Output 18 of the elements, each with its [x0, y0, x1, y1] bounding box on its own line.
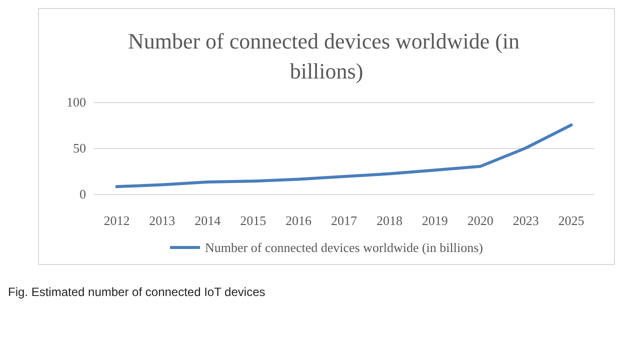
x-tick-label: 2023	[512, 213, 539, 228]
x-tick-label: 2019	[422, 213, 448, 228]
y-tick-label: 100	[66, 94, 86, 110]
y-tick-label: 50	[73, 140, 86, 156]
x-tick-label: 2020	[467, 213, 494, 228]
line-series	[115, 124, 573, 188]
x-tick-label: 2012	[104, 213, 130, 228]
x-tick-label: 2018	[376, 213, 402, 228]
text: Fig. Estimated number of connected IoT devices	[8, 285, 266, 299]
x-tick-label: 2016	[286, 213, 312, 228]
chart-title: Number of connected devices worldwide (in billions)	[128, 28, 526, 84]
x-tick-label: 2025	[558, 213, 584, 228]
y-tick-label: 0	[80, 186, 86, 202]
legend-label: Number of connected devices worldwide (in billions)	[205, 240, 483, 255]
x-tick-label: 2013	[149, 213, 176, 228]
x-tick-label: 2017	[331, 213, 358, 228]
x-tick-label: 2015	[240, 213, 266, 228]
x-tick-label: 2014	[194, 213, 222, 228]
